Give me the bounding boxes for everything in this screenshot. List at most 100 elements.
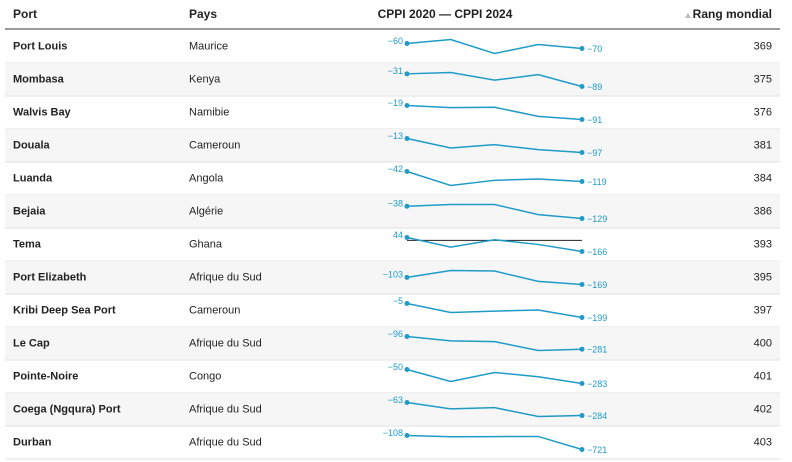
start-label: −96 (388, 329, 403, 339)
start-label: −60 (388, 36, 403, 46)
end-dot (579, 46, 585, 51)
country: Namibie (189, 106, 229, 118)
rank: 386 (754, 205, 772, 217)
rank: 401 (754, 370, 772, 382)
start-label: −19 (388, 98, 403, 108)
start-dot (404, 301, 410, 306)
start-dot (404, 41, 410, 46)
start-label: −42 (388, 164, 403, 174)
end-label: −169 (587, 280, 607, 290)
end-label: −721 (587, 445, 607, 455)
start-label: −13 (388, 131, 403, 141)
start-dot (404, 433, 410, 438)
port-name: Durban (13, 436, 52, 448)
sort-icon (685, 13, 691, 18)
port-name: Walvis Bay (13, 106, 72, 118)
port-name: Tema (13, 238, 42, 250)
country: Algérie (189, 205, 223, 217)
country: Afrique du Sud (189, 271, 262, 283)
country: Maurice (189, 40, 228, 52)
rank: 395 (754, 271, 772, 283)
port-name: Douala (13, 139, 51, 151)
end-label: −283 (587, 379, 607, 389)
country: Angola (189, 172, 224, 184)
start-dot (404, 71, 410, 77)
header-rank[interactable]: Rang mondial (693, 7, 772, 21)
end-label: −284 (587, 411, 607, 421)
port-name: Luanda (13, 172, 53, 184)
end-dot (579, 117, 585, 122)
start-label: −50 (388, 362, 403, 372)
port-name: Port Louis (13, 40, 67, 52)
end-label: −199 (587, 313, 607, 323)
end-dot (579, 381, 585, 386)
country: Kenya (189, 73, 221, 85)
end-dot (579, 447, 585, 452)
country: Afrique du Sud (189, 403, 262, 415)
port-name: Mombasa (13, 73, 65, 85)
row-background (5, 63, 780, 96)
start-label: −63 (388, 395, 403, 405)
start-dot (404, 136, 410, 141)
header-country: Pays (189, 7, 217, 21)
sparkline (406, 434, 583, 451)
end-dot (579, 282, 585, 287)
port-name: Coega (Ngqura) Port (13, 403, 121, 415)
sparkline (406, 335, 583, 352)
end-label: −129 (587, 214, 607, 224)
start-dot (404, 103, 410, 108)
end-dot (579, 216, 585, 221)
rank: 381 (754, 139, 772, 151)
rank: 400 (754, 337, 772, 349)
rank: 376 (754, 106, 772, 118)
row-background (5, 393, 780, 426)
start-label: −108 (383, 428, 403, 438)
sparkline (406, 236, 583, 253)
end-label: −281 (587, 345, 607, 355)
row-background (5, 195, 780, 228)
start-dot (404, 334, 410, 339)
header-port: Port (13, 7, 37, 21)
port-name: Bejaia (13, 205, 46, 217)
country: Afrique du Sud (189, 337, 262, 349)
country: Ghana (189, 238, 223, 250)
port-name: Le Cap (13, 337, 50, 349)
sparkline (406, 104, 583, 121)
sparkline (406, 203, 583, 220)
country: Afrique du Sud (189, 436, 262, 448)
rank: 393 (754, 238, 772, 250)
rank: 397 (754, 304, 772, 316)
sparkline (406, 170, 583, 187)
row-background (5, 261, 780, 294)
header-cppi: CPPI 2020 — CPPI 2024 (378, 7, 513, 21)
rank: 402 (754, 403, 772, 415)
start-label: −38 (388, 199, 403, 209)
start-dot (404, 169, 410, 174)
port-name: Pointe-Noire (13, 370, 78, 382)
row-background (5, 129, 780, 162)
country: Congo (189, 370, 221, 382)
sparkline (406, 71, 583, 88)
sparkline (406, 368, 583, 385)
end-label: −97 (587, 148, 602, 158)
row-background (5, 327, 780, 360)
end-label: −119 (587, 177, 607, 187)
rank: 384 (754, 172, 772, 184)
sparkline (406, 269, 583, 286)
end-dot (579, 346, 585, 352)
end-dot (579, 84, 585, 89)
start-label: −103 (383, 270, 403, 280)
port-name: Kribi Deep Sea Port (13, 304, 116, 316)
sparkline (406, 137, 583, 154)
start-dot (404, 274, 410, 280)
country: Cameroun (189, 304, 240, 316)
end-label: −166 (587, 247, 607, 257)
end-label: −89 (587, 82, 602, 92)
start-dot (404, 203, 410, 209)
start-label: 44 (393, 230, 403, 240)
start-label: −31 (388, 66, 403, 76)
end-dot (579, 315, 585, 320)
country: Cameroun (189, 139, 240, 151)
sparkline (406, 401, 583, 418)
